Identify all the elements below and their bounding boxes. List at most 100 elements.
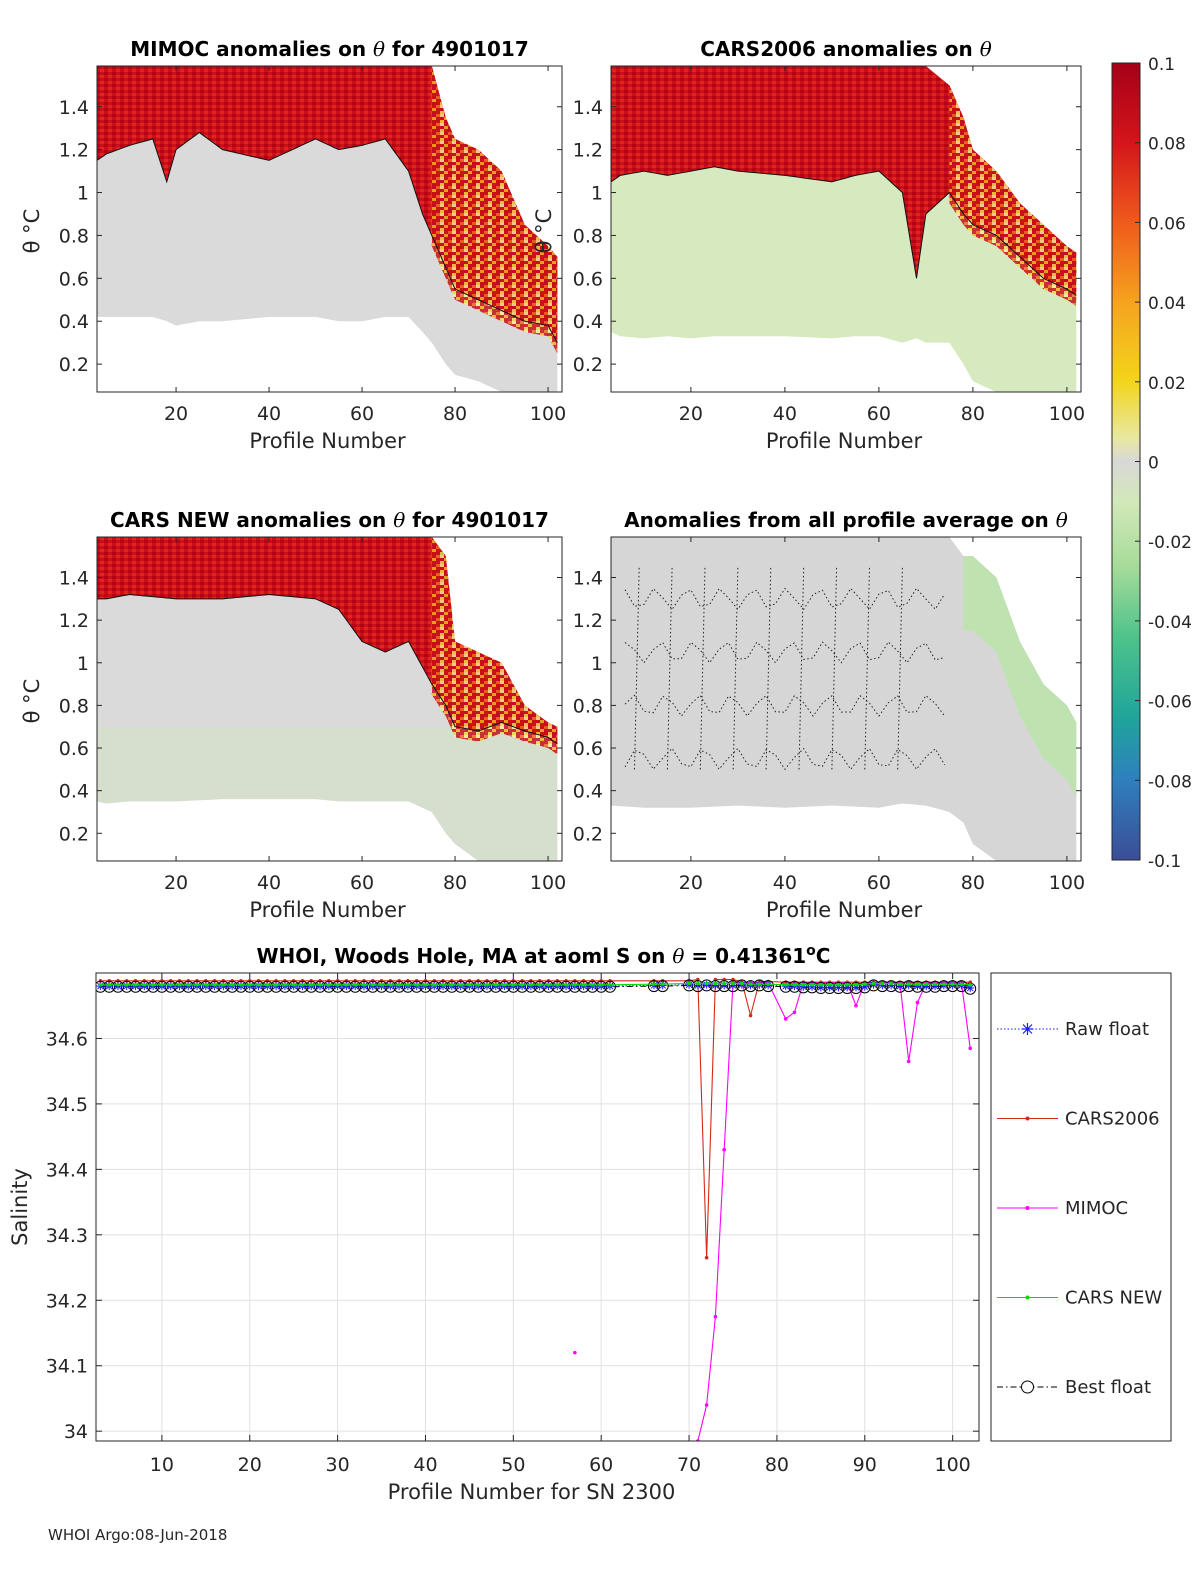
slight-negative-region (963, 556, 1077, 798)
x-tick-label: 100 (530, 872, 566, 894)
y-tick-label: 0.2 (59, 354, 89, 376)
cars-new-marker (845, 982, 850, 987)
x-tick-label: 100 (1049, 403, 1085, 425)
best-float-marker (814, 982, 827, 995)
legend-mimoc-marker (1025, 1206, 1030, 1210)
panel-title: WHOI, Woods Hole, MA at aoml S on θ = 0.… (257, 943, 831, 968)
x-axis-label: Profile Number for SN 2300 (388, 1480, 676, 1504)
cars-new-marker (942, 982, 946, 986)
cars-new-marker (388, 982, 393, 987)
x-tick-label: 70 (677, 1454, 701, 1476)
best-float-marker (691, 980, 704, 993)
cars-new-marker (511, 982, 516, 987)
y-tick-label: 1 (591, 183, 603, 205)
cars-new-marker (318, 982, 322, 987)
salinity-line-panel: 10 20 30 40 50 60 70 80 90 100 34 34.1 34.2 34.3 34.4 3… (8, 943, 980, 1504)
x-tick-label: 40 (773, 872, 797, 894)
cars-new-marker (529, 982, 533, 987)
cars-new-marker (256, 982, 261, 987)
cars-new-marker (370, 982, 375, 987)
cars-new-marker (230, 982, 234, 987)
best-float-marker (437, 980, 450, 993)
x-tick-label: 80 (961, 403, 985, 425)
best-float-marker (340, 980, 353, 993)
mimoc-marker (906, 1059, 911, 1064)
raw-float-marker (720, 981, 729, 990)
axes-box (96, 65, 563, 393)
cars-new-marker (537, 982, 542, 987)
raw-float-marker (931, 982, 940, 991)
best-float-marker (129, 980, 142, 993)
x-tick-label: 60 (350, 872, 374, 894)
best-float-marker (533, 980, 546, 993)
x-tick-label: 40 (257, 403, 281, 425)
best-float-marker (946, 980, 959, 993)
best-float-marker (208, 980, 221, 993)
best-float-marker (428, 980, 441, 993)
cars-new-marker (283, 982, 287, 987)
cars-new-marker (722, 981, 727, 986)
best-float-marker (138, 980, 151, 993)
legend-mimoc-label: MIMOC (1065, 1198, 1128, 1219)
x-axis-label: Profile Number (766, 429, 923, 453)
cars-new-marker (362, 982, 366, 987)
cars-new-marker (660, 982, 665, 986)
cars-new-marker (441, 982, 445, 987)
colorbar-tick-label: 0.06 (1148, 214, 1186, 234)
cars-new-marker (862, 982, 867, 986)
best-float-marker (744, 980, 757, 993)
best-float-marker (384, 980, 397, 993)
best-float-marker (920, 980, 933, 993)
cars-new-marker (924, 982, 929, 986)
x-tick-label: 60 (350, 403, 374, 425)
best-float-marker (322, 980, 335, 993)
best-float-marker (191, 980, 204, 993)
x-tick-label: 20 (679, 872, 703, 894)
y-tick-label: 0.6 (573, 268, 603, 290)
cars-new-marker (327, 982, 331, 987)
cars-new-marker (458, 982, 463, 987)
best-float-marker (270, 980, 283, 993)
mimoc-marker (915, 1000, 920, 1005)
cars-new-marker (810, 982, 814, 987)
y-tick-label: 1.4 (59, 97, 89, 119)
best-float-marker (551, 980, 564, 993)
mixed-anomaly-region (949, 85, 1077, 307)
cars-new-marker (581, 982, 586, 987)
y-tick-label: 34.1 (46, 1356, 88, 1378)
best-float-marker (911, 980, 924, 993)
cars-new-marker (133, 982, 138, 987)
mixed-anomaly-region (431, 537, 558, 755)
legend-best-float-marker (1021, 1380, 1034, 1394)
y-tick-label: 34.5 (46, 1094, 88, 1116)
best-float-marker (331, 980, 344, 993)
cars-new-marker (379, 982, 384, 987)
best-float-marker (305, 980, 318, 993)
cars-new-marker (792, 982, 797, 987)
best-float-marker (357, 980, 370, 993)
cars-new-marker (353, 982, 357, 987)
cars-new-marker (195, 982, 199, 987)
best-float-marker (314, 980, 327, 993)
cars-new-marker (854, 982, 858, 987)
cars-new-marker (151, 982, 155, 987)
y-axis-label: θ °C (20, 209, 44, 254)
dotted-contour-line (624, 747, 946, 771)
dotted-contour-line (699, 566, 706, 770)
best-float-marker (366, 980, 379, 993)
best-float-marker (929, 980, 942, 993)
x-tick-label: 50 (501, 1454, 525, 1476)
best-float-marker (410, 980, 423, 993)
dotted-contour-line (897, 566, 903, 770)
dotted-contour-line (624, 587, 946, 611)
plot-area (96, 973, 979, 1441)
cars-new-marker (423, 982, 428, 987)
best-float-marker (823, 982, 836, 995)
x-tick-label: 80 (443, 872, 467, 894)
best-float-marker (498, 980, 511, 993)
best-float-marker (96, 980, 107, 993)
cars-new-marker (933, 982, 937, 986)
cars-new-marker (783, 982, 788, 987)
y-tick-label: 0.2 (59, 823, 89, 845)
